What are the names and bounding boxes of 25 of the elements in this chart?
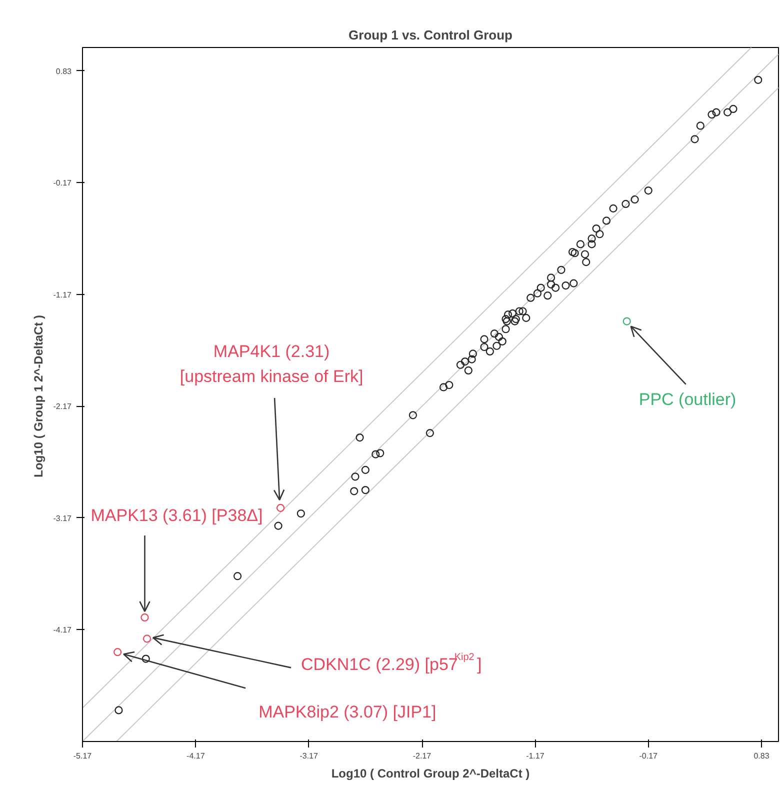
y-tick-label: -3.17 [53, 514, 72, 523]
x-tick-label: -1.17 [526, 752, 545, 760]
point [622, 317, 631, 326]
point [140, 613, 149, 622]
annotation: MAPK8ip2 (3.07) [JIP1] [258, 702, 436, 722]
y-tick-label: -4.17 [53, 626, 72, 635]
y-tick-label: -0.17 [53, 178, 72, 188]
x-axis-title: Log10 ( Control Group 2^-DeltaCt ) [331, 766, 530, 780]
x-tick-label: -3.17 [300, 752, 319, 760]
x-tick-label: -2.17 [412, 752, 432, 760]
x-tick-label: -4.17 [186, 752, 206, 760]
annotation: MAPK13 (3.61) [P38Δ] [90, 506, 263, 525]
chart-title: Group 1 vs. Control Group [348, 28, 513, 42]
point [142, 634, 152, 643]
y-tick-label: -1.17 [53, 290, 72, 300]
x-tick-label: -0.17 [639, 752, 658, 760]
point [114, 648, 122, 656]
annotation: PPC (outlier) [638, 390, 736, 409]
y-axis-title: Log10 ( Group 1 2^-DeltaCt ) [31, 314, 46, 478]
y-tick-label: 0.83 [56, 66, 72, 76]
annotation: MAP4K1 (2.31) [upstream kinase of Erk] [180, 342, 364, 386]
x-tick-label: 0.83 [754, 752, 770, 760]
y-tick-label: -2.17 [53, 402, 72, 412]
x-tick-label: -5.17 [73, 752, 92, 760]
point [276, 504, 285, 512]
